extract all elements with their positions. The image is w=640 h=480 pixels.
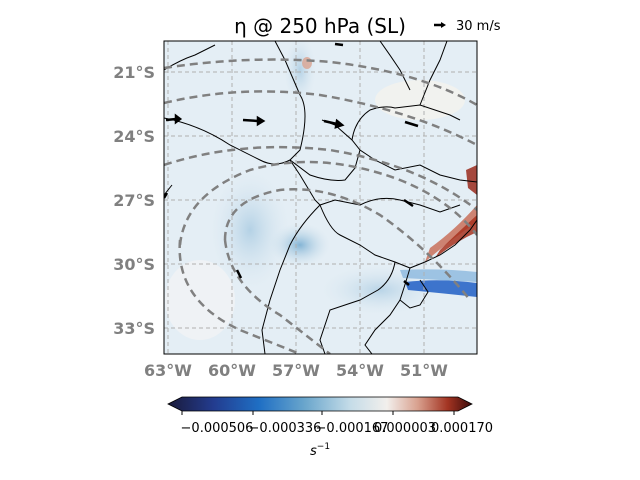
geopotential-contours [164,58,477,354]
colorbar-tick: −0.000167 [316,421,389,436]
wind-vectors [164,42,419,286]
lon-label: 60°W [208,361,256,380]
colorbar-tick: −0.000506 [181,421,254,436]
positive-vorticity-patch [302,57,312,69]
colorbar-bar [167,396,473,412]
vorticity-patch [375,80,465,120]
lon-label: 54°W [336,361,384,380]
lat-label: 33°S [113,319,155,338]
map-frame [163,40,478,355]
lat-label: 27°S [113,191,155,210]
positive-vorticity-band [466,165,477,195]
negative-vorticity-band [400,269,477,282]
map-panel [164,41,477,354]
vorticity-patch [284,41,316,105]
reference-vector-label: 30 m/s [456,19,501,34]
colorbar-tick: 0.000170 [431,421,493,436]
latitude-labels: 21°S 24°S 27°S 30°S 33°S [113,63,155,338]
lat-label: 30°S [113,255,155,274]
lon-label: 57°W [272,361,320,380]
lat-label: 24°S [113,127,155,146]
positive-vorticity-band [425,205,477,262]
colorbar-unit: s−1 [310,442,330,459]
reference-vector-key: 30 m/s [434,19,501,34]
colorbar-tick: −0.000336 [249,421,322,436]
positive-vorticity-band [435,215,477,258]
colorbar: −0.000506 −0.000336 −0.000167 0.000003 0… [167,396,493,459]
lon-label: 51°W [400,361,448,380]
chart-title: η @ 250 hPa (SL) [234,14,406,38]
lon-label: 63°W [144,361,192,380]
colorbar-tick: 0.000003 [374,421,436,436]
longitude-labels: 63°W 60°W 57°W 54°W 51°W [144,361,448,380]
vorticity-patch [165,260,235,340]
lat-label: 21°S [113,63,155,82]
